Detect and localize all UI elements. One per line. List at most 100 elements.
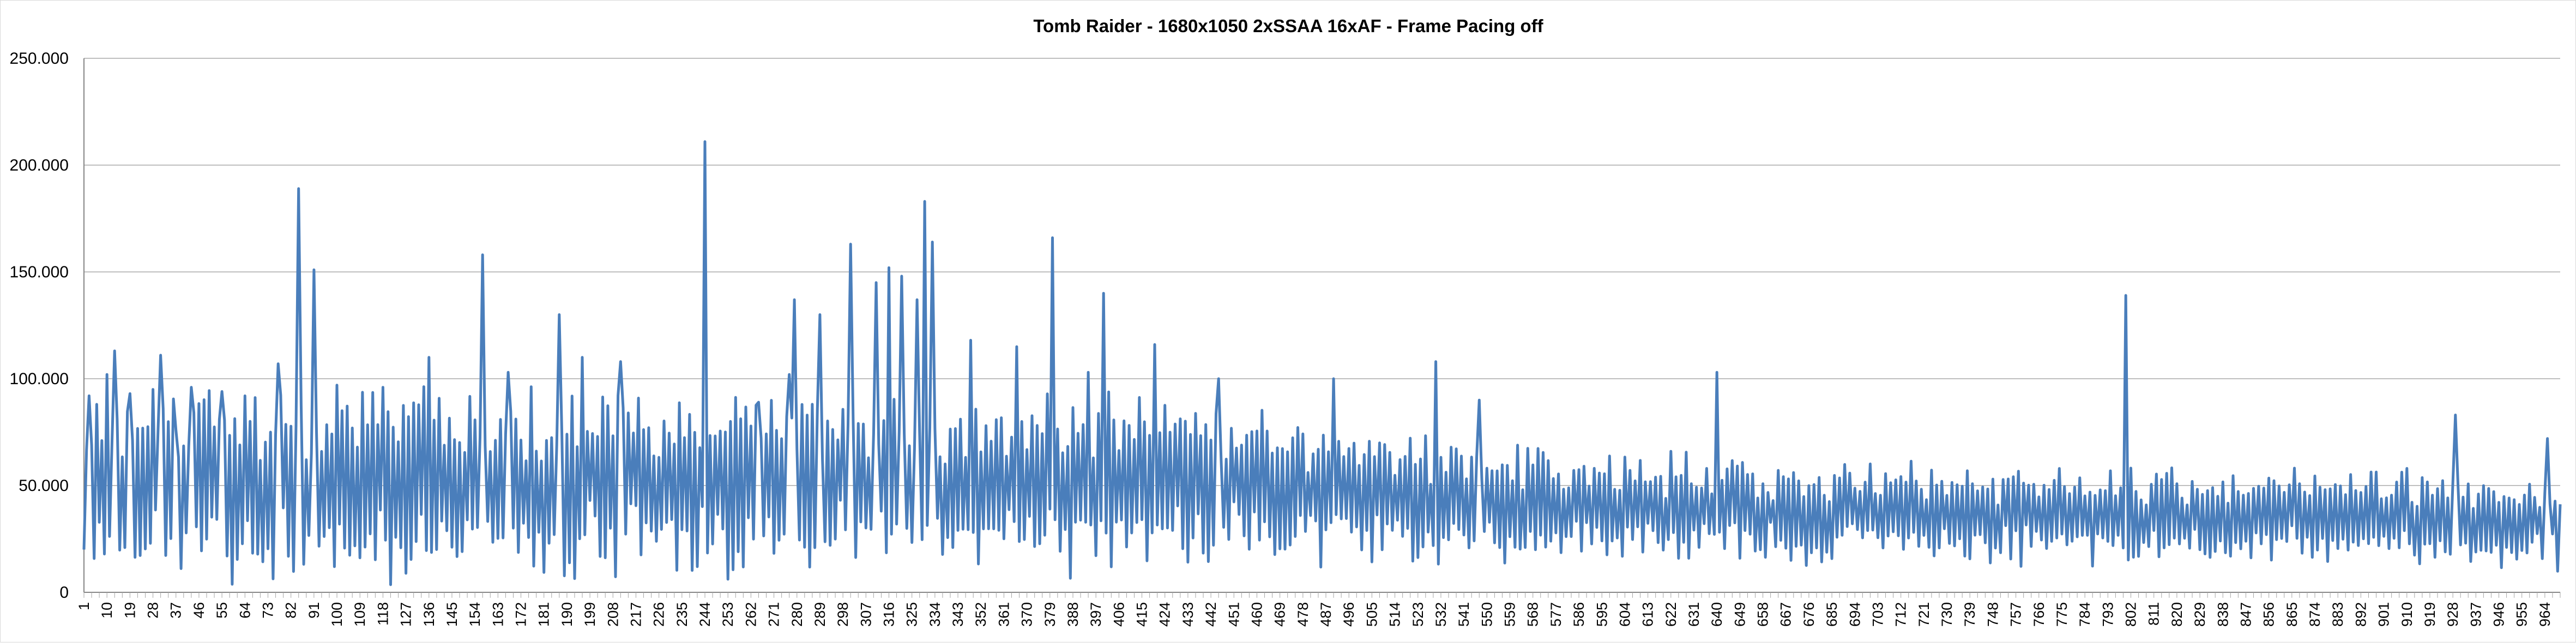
x-tick-label: 649 [1732,602,1748,627]
x-tick-label: 127 [398,602,414,627]
x-tick-label: 397 [1088,602,1104,627]
x-tick-label: 343 [950,602,966,627]
x-tick-label: 199 [582,602,598,627]
x-tick-label: 829 [2192,602,2208,627]
x-tick-label: 73 [260,602,276,618]
x-tick-label: 118 [375,602,391,626]
y-tick-label: 50.000 [19,477,69,495]
x-tick-label: 226 [651,602,667,627]
x-tick-label: 136 [421,602,437,627]
x-tick-label: 739 [1962,602,1978,627]
x-tick-label: 820 [2169,602,2185,627]
x-tick-label: 928 [2445,602,2461,627]
y-tick-label: 200.000 [10,156,69,174]
x-tick-label: 325 [904,602,920,627]
x-tick-label: 964 [2537,602,2553,627]
x-tick-label: 451 [1226,602,1242,627]
x-tick-label: 631 [1686,602,1702,627]
x-tick-label: 496 [1341,602,1357,627]
x-tick-label: 433 [1180,602,1196,627]
x-tick-label: 910 [2399,602,2415,627]
x-tick-label: 262 [743,602,759,627]
x-tick-label: 874 [2307,602,2323,627]
x-tick-label: 244 [697,602,713,627]
x-tick-label: 604 [1616,602,1633,627]
x-tick-label: 703 [1869,602,1886,627]
x-tick-label: 793 [2100,602,2116,627]
x-tick-label: 577 [1548,602,1564,627]
x-tick-label: 784 [2077,602,2093,627]
y-tick-label: 250.000 [10,50,69,68]
x-tick-label: 253 [720,602,736,627]
series-line-frame-times [82,140,2562,586]
x-tick-label: 712 [1893,602,1909,627]
x-tick-label: 37 [168,602,184,618]
x-tick-label: 415 [1134,602,1150,627]
x-tick-label: 478 [1295,602,1311,627]
y-tick-label: 100.000 [10,370,69,388]
x-tick-label: 685 [1824,602,1840,627]
x-tick-label: 487 [1318,602,1334,627]
x-tick-label: 82 [283,602,299,618]
x-tick-label: 658 [1755,602,1771,627]
x-tick-label: 208 [605,602,621,627]
x-tick-label: 46 [191,602,207,618]
x-tick-label: 10 [99,602,115,618]
x-tick-label: 307 [858,602,874,627]
x-tick-label: 613 [1640,602,1656,627]
x-tick-label: 541 [1456,602,1472,627]
x-tick-label: 856 [2261,602,2277,627]
x-tick-label: 109 [352,602,368,627]
x-tick-label: 316 [881,602,897,627]
x-tick-label: 865 [2284,602,2300,627]
x-tick-label: 271 [766,602,782,627]
x-tick-label: 514 [1387,602,1403,627]
x-tick-label: 100 [329,602,345,627]
series-layer [82,140,2562,586]
x-tick-label: 676 [1801,602,1817,627]
x-tick-label: 757 [2008,602,2024,627]
x-tick-label: 892 [2352,602,2369,627]
x-tick-label: 901 [2376,602,2392,627]
x-tick-label: 559 [1502,602,1518,627]
x-tick-label: 334 [927,602,943,627]
x-tick-label: 730 [1939,602,1955,627]
x-tick-label: 721 [1916,602,1932,627]
x-tick-label: 424 [1157,602,1173,627]
x-tick-label: 406 [1111,602,1127,627]
x-tick-label: 145 [444,602,460,627]
x-tick-label: 838 [2215,602,2231,627]
x-tick-label: 883 [2330,602,2346,627]
x-tick-label: 190 [559,602,575,627]
x-tick-label: 64 [237,602,253,618]
x-tick-label: 55 [214,602,230,618]
x-tick-label: 550 [1479,602,1495,627]
x-tick-label: 154 [467,602,483,627]
x-tick-label: 280 [789,602,805,627]
x-tick-label: 802 [2123,602,2139,627]
x-tick-label: 622 [1663,602,1679,627]
x-tick-label: 469 [1272,602,1288,627]
x-tick-label: 91 [306,602,322,618]
x-tick-label: 442 [1203,602,1219,627]
y-tick-label: 0 [59,584,69,602]
x-tick-label: 352 [973,602,989,627]
x-tick-label: 289 [812,602,828,627]
x-tick-label: 748 [1984,602,2001,627]
x-tick-label: 919 [2422,602,2438,627]
x-tick-label: 937 [2468,602,2484,627]
x-tick-label: 586 [1571,602,1587,627]
x-tick-label: 1 [76,602,92,610]
x-tick-label: 379 [1042,602,1058,627]
x-tick-label: 811 [2146,602,2162,626]
x-tick-label: 181 [536,602,552,627]
x-tick-label: 667 [1778,602,1794,627]
x-tick-label: 568 [1525,602,1541,627]
x-tick-label: 235 [674,602,690,627]
x-tick-label: 847 [2237,602,2254,627]
x-tick-label: 361 [996,602,1012,627]
x-tick-label: 775 [2054,602,2070,627]
x-tick-label: 955 [2514,602,2530,627]
